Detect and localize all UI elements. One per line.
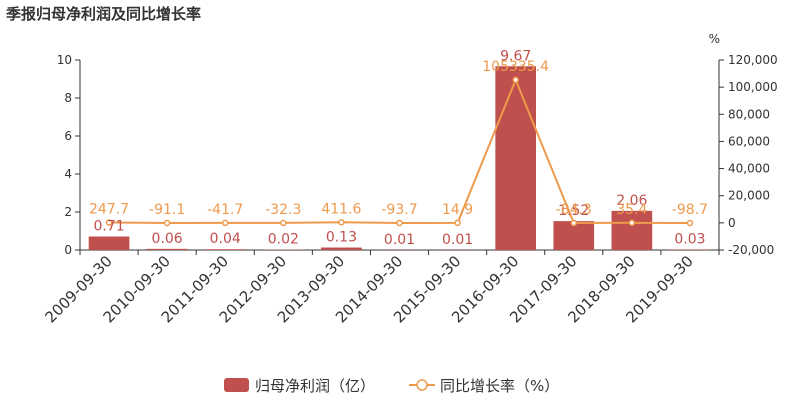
line-point bbox=[512, 76, 519, 84]
line-value-label: 247.7 bbox=[89, 202, 129, 218]
legend[interactable]: 归母净利润（亿） 同比增长率（%） bbox=[224, 377, 559, 395]
line-point bbox=[454, 219, 461, 227]
legend-marker-icon bbox=[416, 379, 428, 391]
growth-line bbox=[105, 76, 694, 227]
bar-value-label: 0.02 bbox=[268, 232, 299, 248]
bar-value-label: 0.04 bbox=[210, 231, 241, 247]
right-tick-label: 20,000 bbox=[728, 189, 770, 203]
legend-item-profit[interactable]: 归母净利润（亿） bbox=[224, 377, 375, 395]
bar bbox=[146, 248, 188, 250]
bar-value-label: 0.03 bbox=[674, 231, 705, 247]
bars bbox=[88, 66, 711, 251]
line-value-label: -32.3 bbox=[265, 202, 301, 218]
bar bbox=[204, 249, 246, 250]
bar-value-label: 2.06 bbox=[616, 193, 647, 209]
bar-value-label: 0.13 bbox=[326, 230, 357, 246]
line-point bbox=[163, 219, 171, 227]
bar bbox=[611, 210, 653, 250]
bar bbox=[88, 236, 130, 250]
left-tick-label: 8 bbox=[64, 91, 72, 105]
bar-value-label: 0.71 bbox=[93, 219, 124, 235]
bar-value-label: 1.52 bbox=[558, 203, 589, 219]
bar bbox=[495, 66, 537, 251]
left-tick-label: 10 bbox=[57, 53, 72, 67]
bar bbox=[321, 247, 362, 250]
line-point bbox=[396, 219, 403, 227]
legend-label-profit: 归母净利润（亿） bbox=[255, 377, 375, 395]
right-tick-label: 60,000 bbox=[728, 134, 770, 148]
bar-value-label: 0.01 bbox=[442, 232, 473, 248]
line-value-label: 105335.4 bbox=[482, 59, 549, 75]
line-point bbox=[686, 219, 694, 227]
line-point bbox=[628, 219, 636, 227]
chart-title: 季报归母净利润及同比增长率 bbox=[6, 5, 201, 23]
bar-value-label: 0.01 bbox=[384, 232, 415, 248]
bar-value-label: 9.67 bbox=[500, 48, 531, 64]
right-tick-label: 100,000 bbox=[728, 80, 778, 94]
legend-label-growth: 同比增长率（%） bbox=[440, 377, 559, 395]
legend-bar-swatch bbox=[224, 378, 249, 392]
line-value-label: 411.6 bbox=[321, 201, 361, 217]
right-tick-label: 0 bbox=[728, 216, 736, 230]
right-tick-label: 40,000 bbox=[728, 162, 770, 176]
bar bbox=[669, 249, 711, 250]
line-point bbox=[570, 219, 578, 227]
line-point bbox=[338, 219, 345, 226]
line-point bbox=[280, 219, 287, 227]
line-value-label: -91.1 bbox=[149, 202, 185, 218]
line-value-label: 14.9 bbox=[442, 202, 473, 218]
bar-value-label: 0.06 bbox=[152, 231, 183, 247]
left-tick-label: 0 bbox=[64, 243, 72, 257]
right-tick-label: 80,000 bbox=[728, 107, 770, 121]
right-tick-label: 120,000 bbox=[728, 53, 778, 67]
line-value-label: -41.7 bbox=[207, 202, 243, 218]
data-labels: 0.71 0.06 0.04 0.02 0.13 0.01 0.01 9.67 1.52 2.06… bbox=[89, 48, 708, 248]
line-value-label: -98.7 bbox=[672, 202, 708, 218]
left-tick-label: 4 bbox=[64, 167, 72, 181]
right-tick-label: -20,000 bbox=[728, 243, 774, 257]
line-value-label: 35.4 bbox=[616, 202, 647, 218]
right-axis-unit: % bbox=[709, 32, 720, 46]
axes: 0 2 4 6 8 10 -20,000 0 20,000 40,000 60,000 80,000 1… bbox=[41, 53, 777, 326]
left-tick-label: 2 bbox=[64, 205, 72, 219]
legend-item-growth[interactable]: 同比增长率（%） bbox=[409, 377, 559, 395]
line-value-label: -84.3 bbox=[556, 202, 592, 218]
line-point bbox=[105, 219, 113, 226]
left-tick-label: 6 bbox=[64, 129, 72, 143]
line-point bbox=[221, 219, 229, 227]
line-value-label: -93.7 bbox=[381, 202, 417, 218]
